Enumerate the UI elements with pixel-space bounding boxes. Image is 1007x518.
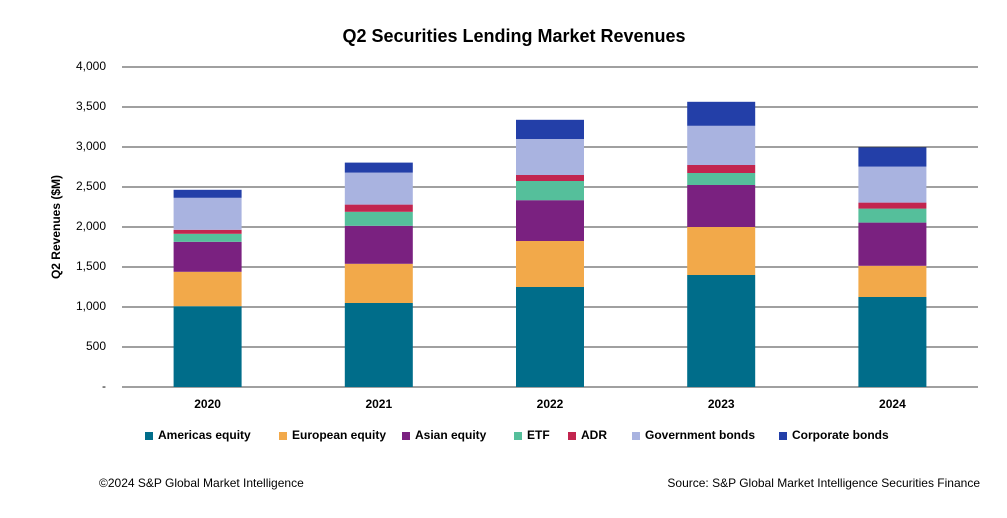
bar-segment	[858, 166, 927, 203]
bar-segment	[858, 222, 927, 266]
legend-label: Government bonds	[645, 428, 755, 442]
x-tick-label: 2021	[365, 397, 392, 411]
bar-segment	[858, 265, 927, 297]
bar-segment	[344, 211, 413, 226]
bar-segment	[516, 200, 584, 241]
bar-segment	[687, 185, 756, 227]
bar-segment	[516, 175, 584, 181]
bar-segment	[687, 101, 756, 126]
bar-segment	[173, 197, 242, 230]
bar-segment	[173, 306, 242, 387]
bar-segment	[516, 139, 584, 175]
bar-segment	[858, 147, 927, 167]
bar-segment	[344, 225, 413, 264]
source: Source: S&P Global Market Intelligence S…	[667, 476, 980, 490]
legend-swatch	[568, 432, 576, 440]
x-tick-label: 2022	[537, 397, 564, 411]
bar-segment	[344, 162, 413, 173]
y-axis-label: Q2 Revenues ($M)	[49, 175, 63, 279]
legend-swatch	[632, 432, 640, 440]
bar-segment	[858, 208, 927, 223]
legend-swatch	[145, 432, 153, 440]
y-tick-label: 2,500	[76, 179, 106, 193]
y-tick-label: 4,000	[76, 59, 106, 73]
legend-swatch	[514, 432, 522, 440]
legend-label: Corporate bonds	[792, 428, 889, 442]
y-tick-label: 3,000	[76, 139, 106, 153]
bar-segment	[173, 233, 242, 242]
legend-swatch	[779, 432, 787, 440]
bar-segment	[516, 287, 584, 387]
bar-segment	[344, 303, 413, 387]
bar-segment	[344, 172, 413, 205]
bar-segment	[173, 271, 242, 307]
y-tick-label: 3,500	[76, 99, 106, 113]
y-tick-label: 500	[86, 339, 106, 353]
bar-segment	[687, 275, 756, 387]
legend-label: Americas equity	[158, 428, 251, 442]
y-tick-label: -	[102, 379, 106, 393]
legend-label: ADR	[581, 428, 607, 442]
bar-segment	[858, 297, 927, 387]
bar-segment	[173, 229, 242, 234]
copyright: ©2024 S&P Global Market Intelligence	[99, 476, 304, 490]
x-tick-label: 2024	[879, 397, 906, 411]
legend-label: ETF	[527, 428, 550, 442]
legend-label: Asian equity	[415, 428, 487, 442]
bar-segment	[687, 173, 756, 185]
y-tick-label: 1,500	[76, 259, 106, 273]
bar-segment	[687, 227, 756, 275]
bar-segment	[173, 241, 242, 272]
chart-title: Q2 Securities Lending Market Revenues	[342, 26, 685, 46]
legend-label: European equity	[292, 428, 386, 442]
y-tick-label: 2,000	[76, 219, 106, 233]
bar-segment	[173, 189, 242, 198]
bar-segment	[858, 202, 927, 209]
legend-swatch	[279, 432, 287, 440]
bar-segment	[687, 165, 756, 173]
bar-segment	[516, 119, 584, 139]
bar-segment	[344, 263, 413, 303]
bar-segment	[687, 125, 756, 165]
bar-segment	[516, 241, 584, 287]
x-tick-label: 2023	[708, 397, 735, 411]
legend-swatch	[402, 432, 410, 440]
x-tick-label: 2020	[194, 397, 221, 411]
bar-segment	[344, 204, 413, 212]
y-tick-label: 1,000	[76, 299, 106, 313]
bar-segment	[516, 181, 584, 201]
